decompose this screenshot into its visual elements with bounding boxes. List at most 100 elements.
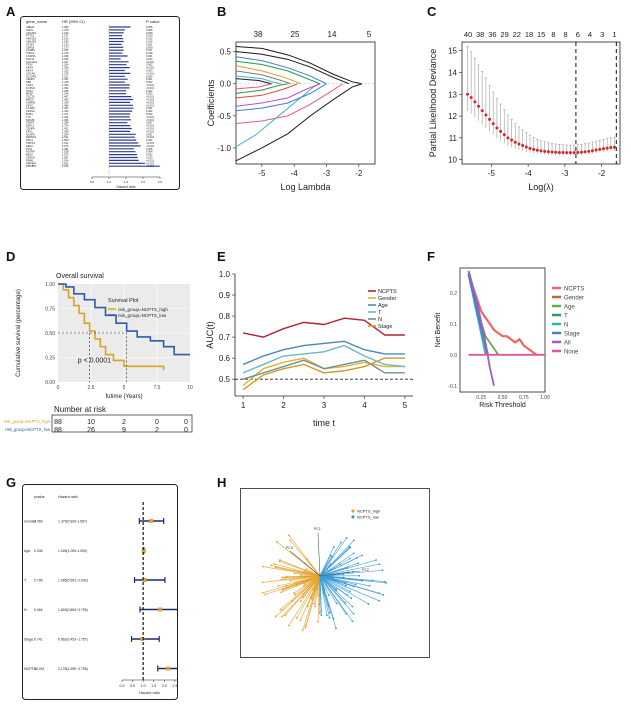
e-legend-label: Age	[378, 303, 388, 309]
a-p-label: 0.006	[146, 25, 153, 29]
h-sample-ray	[319, 575, 344, 578]
d-survival-curve	[58, 283, 190, 356]
h-sample-ray	[284, 575, 321, 616]
a-gene-label: ZWINT	[26, 121, 35, 125]
c-point	[543, 149, 547, 153]
h-sample-point	[358, 574, 361, 577]
h-legend-label: NCPTS_high	[357, 509, 380, 514]
h-sample-ray	[319, 575, 351, 592]
h-sample-point	[306, 605, 309, 608]
a-hr-label: 1.421	[62, 127, 69, 131]
d-survival-curve	[58, 283, 165, 371]
a-p-label: 0.003	[146, 92, 153, 96]
a-hr-label: 1.137	[62, 34, 69, 38]
a-p-label: <0.001	[146, 98, 155, 102]
a-gene-label: NEK2	[26, 144, 33, 148]
h-sample-ray	[302, 575, 321, 631]
a-hr-label: 1.123	[62, 42, 69, 46]
h-sample-point	[291, 600, 294, 602]
h-sample-point	[285, 584, 288, 587]
g-header-hr: Hazard ratio	[58, 495, 78, 499]
c-y-tick-label: 15	[448, 47, 457, 56]
d-risk-count: 88	[54, 427, 62, 434]
b-coefficient-path	[235, 60, 321, 85]
c-point	[605, 146, 609, 150]
b-coefficient-path	[235, 83, 272, 90]
a-header-hr: HR (95% CI)	[62, 19, 85, 24]
a-hr-label: 1.552	[62, 138, 69, 142]
a-hr-label: 1.218	[62, 80, 69, 84]
a-p-label: 0.002	[146, 109, 153, 113]
h-sample-ray	[319, 575, 347, 615]
panel-label-e: E	[217, 249, 226, 264]
h-sample-point	[299, 600, 302, 603]
h-sample-point	[274, 615, 277, 618]
d-risk-count: 26	[87, 427, 95, 434]
c-point	[469, 96, 473, 100]
e-y-tick-label: 0.7	[219, 333, 231, 342]
f-legend-label: N	[564, 323, 568, 329]
d-x-tick-label: 10	[187, 385, 193, 391]
h-sample-point	[332, 545, 335, 548]
h-sample-point	[345, 584, 347, 587]
a-p-label: 0.001	[146, 106, 153, 110]
g-row-hr: 2.178(1.690~2.798)	[58, 667, 88, 671]
a-gene-label: PPP4R4	[26, 161, 37, 165]
c-top-tick-label: 40	[464, 30, 472, 39]
h-sample-ray	[319, 575, 384, 596]
h-sample-point	[352, 612, 355, 615]
e-legend-label: NCPTS	[378, 289, 397, 295]
h-sample-point	[335, 589, 337, 592]
h-sample-point	[288, 534, 290, 537]
d-risk-group-label: risk_group=NCPTS_low	[5, 427, 51, 432]
a-p-label: <0.001	[146, 127, 155, 131]
a-hr-label: 1.288	[62, 121, 69, 125]
a-p-label: 0.003	[146, 112, 153, 116]
a-hr-label: 1.184	[62, 40, 69, 44]
f-xlabel: Risk Threshold	[479, 402, 526, 409]
c-top-tick-label: 22	[513, 30, 521, 39]
a-p-label: <0.001	[146, 71, 155, 75]
c-point	[601, 147, 605, 151]
h-sample-ray	[319, 558, 351, 577]
a-hr-label: 1.352	[62, 86, 69, 90]
e-x-tick-label: 1	[241, 401, 246, 410]
b-coefficient-path	[235, 78, 272, 85]
g-row-name: Gender	[24, 520, 37, 524]
a-p-label: <0.001	[146, 83, 155, 87]
a-p-label: 0.007	[146, 121, 153, 125]
c-x-tick-label: -2	[598, 169, 606, 178]
h-sample-point	[346, 594, 348, 596]
h-sample-ray	[292, 575, 321, 602]
c-y-tick-label: 14	[448, 69, 457, 78]
c-y-tick-label: 13	[448, 90, 457, 99]
h-sample-ray	[303, 575, 321, 578]
a-p-label: <0.001	[146, 129, 155, 133]
h-sample-point	[344, 581, 347, 584]
a-hr-label: 1.359	[62, 66, 69, 70]
d-ylabel: Cumulative survival (percentage)	[16, 289, 22, 377]
c-top-tick-label: 15	[537, 30, 545, 39]
a-hr-label: 1.264	[62, 63, 69, 67]
h-sample-ray	[319, 575, 328, 616]
h-sample-point	[281, 615, 283, 618]
h-sample-point	[327, 594, 330, 597]
h-sample-point	[361, 579, 363, 582]
f-x-tick-label: 0.75	[519, 395, 529, 401]
panel-label-b: B	[217, 4, 227, 19]
b-ylabel: Coefficients	[206, 79, 216, 126]
a-x-ticks: 0.5 1.0 1.5 2.0 2.5	[90, 177, 162, 184]
d-legend-title: Survival Plot	[108, 298, 139, 304]
d-pvalue: p < 0.0001	[78, 357, 111, 364]
a-gene-label: CEP55	[26, 45, 35, 49]
a-hr-label: 1.255	[62, 89, 69, 93]
g-tick-label: 1.5	[151, 684, 156, 688]
h-sample-point	[312, 588, 315, 591]
a-p-label: 0.004	[146, 74, 153, 78]
e-legend-label: T	[378, 310, 382, 316]
f-legend-label: NCPTS	[564, 287, 584, 293]
h-sample-point	[328, 611, 331, 614]
a-gene-label: PPFIBP1	[26, 164, 37, 168]
h-sample-point	[302, 596, 304, 599]
h-sample-ray	[319, 575, 322, 616]
